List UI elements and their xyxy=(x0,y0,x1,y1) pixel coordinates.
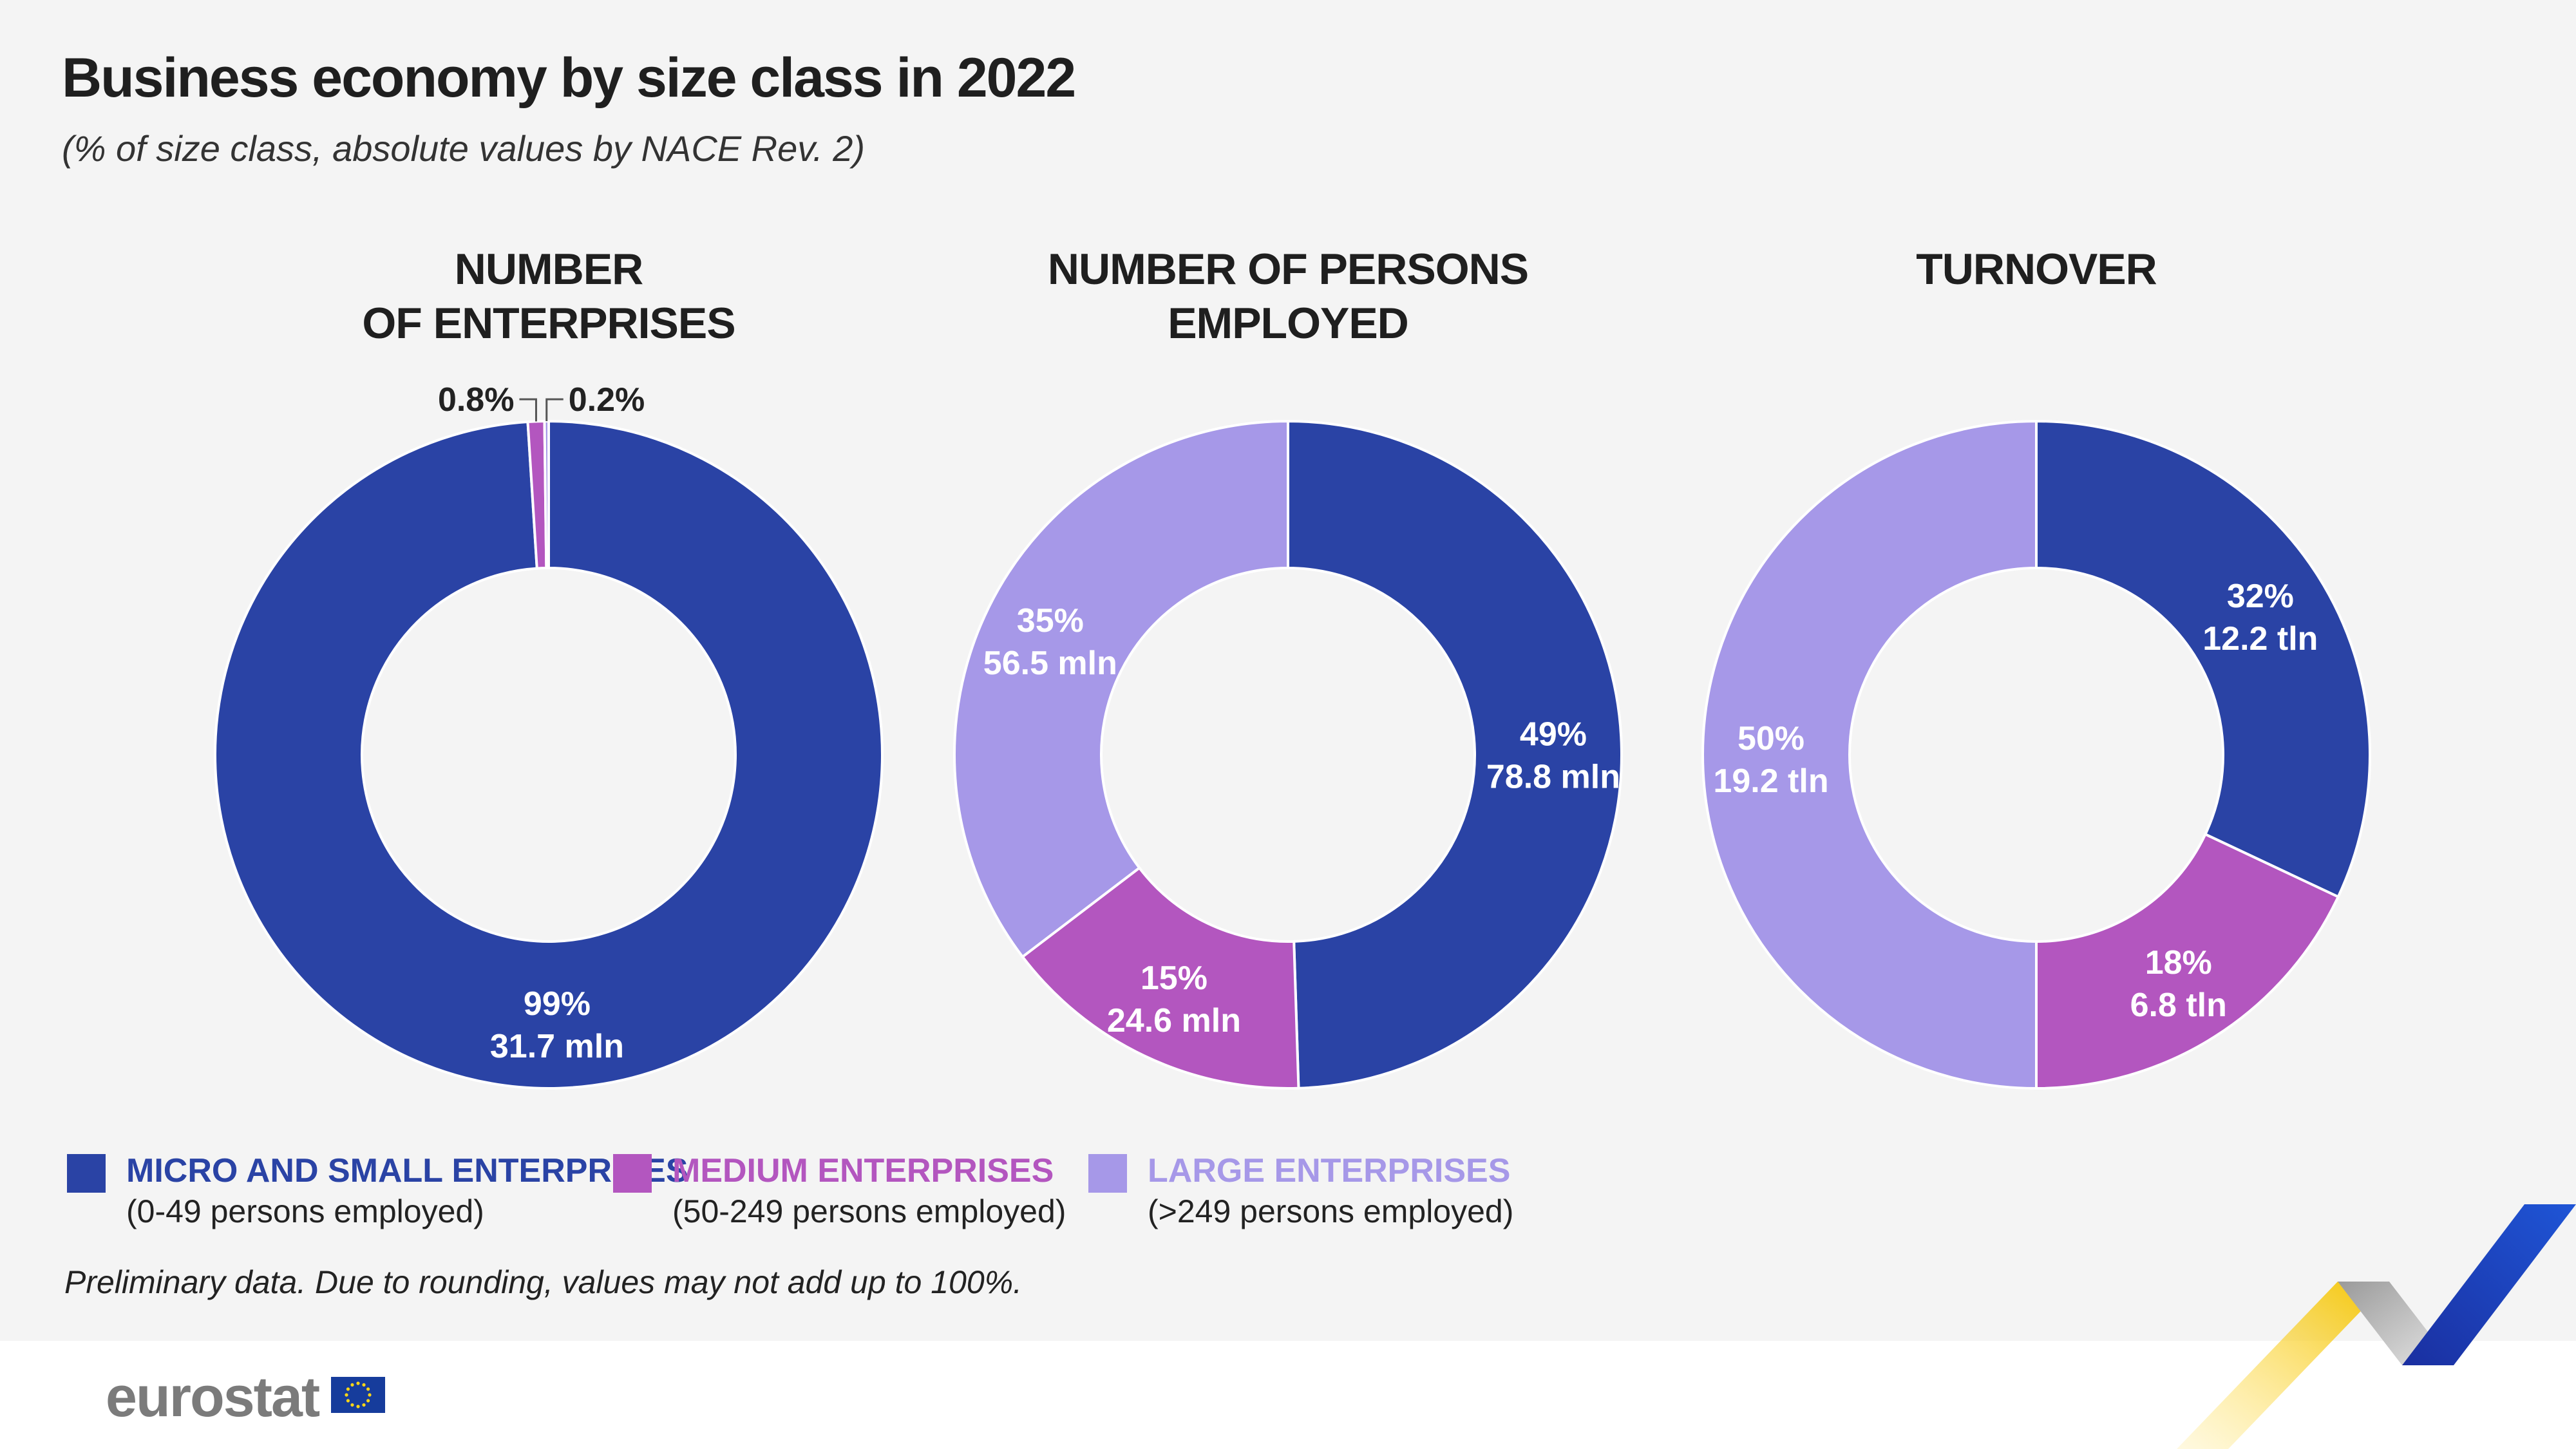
donut-slice-3-micro-small xyxy=(2035,419,2371,899)
legend-sub-large: (>249 persons employed) xyxy=(1148,1193,1514,1229)
eurostat-chevron-icon xyxy=(2177,1204,2576,1449)
legend-sub-micro-small: (0-49 persons employed) xyxy=(126,1193,484,1229)
callout-line-1-large xyxy=(545,398,564,422)
legend-label-large: LARGE ENTERPRISES xyxy=(1148,1152,1511,1189)
donut-slice-3-medium xyxy=(2035,832,2340,1090)
legend-label-medium: MEDIUM ENTERPRISES xyxy=(672,1152,1054,1189)
legend-sub-medium: (50-249 persons employed) xyxy=(672,1193,1066,1229)
chart-title-persons-employed: NUMBER OF PERSONS EMPLOYED xyxy=(1047,245,1529,348)
donut-slice-2-micro-small xyxy=(1287,419,1624,1090)
data-label-pct-1-micro-small: 99% xyxy=(524,985,591,1023)
data-label-abs-3-large: 19.2 tln xyxy=(1713,762,1828,800)
data-label-pct-3-medium: 18% xyxy=(2145,944,2212,981)
eurostat-logo: eurostat xyxy=(106,1365,320,1428)
data-label-abs-3-micro-small: 12.2 tln xyxy=(2202,620,2318,658)
donut-slice-2-medium xyxy=(1020,866,1300,1090)
legend-swatch-medium xyxy=(613,1154,652,1193)
footer-bar xyxy=(0,1341,2576,1449)
page-subtitle: (% of size class, absolute values by NAC… xyxy=(62,128,866,169)
legend-label-micro-small: MICRO AND SMALL ENTERPRISES xyxy=(126,1152,688,1189)
data-label-abs-3-medium: 6.8 tln xyxy=(2130,987,2227,1024)
data-label-abs-2-micro-small: 78.8 mln xyxy=(1486,758,1620,795)
data-label-pct-2-medium: 15% xyxy=(1141,960,1208,997)
data-label-pct-3-micro-small: 32% xyxy=(2227,578,2294,615)
page-title: Business economy by size class in 2022 xyxy=(62,47,1076,109)
legend-swatch-micro-small xyxy=(67,1154,106,1193)
data-label-pct-1-medium: 0.8% xyxy=(438,381,515,419)
callout-line-1-medium xyxy=(519,398,537,422)
chart-title-enterprises: NUMBER OF ENTERPRISES xyxy=(362,245,735,348)
donut-slice-3-large xyxy=(1701,419,2038,1090)
data-label-pct-2-micro-small: 49% xyxy=(1520,715,1587,753)
legend-swatch-large xyxy=(1088,1154,1127,1193)
data-label-abs-2-large: 56.5 mln xyxy=(983,645,1117,682)
data-label-pct-1-large: 0.2% xyxy=(569,381,645,419)
data-label-abs-2-medium: 24.6 mln xyxy=(1107,1002,1241,1039)
donut-slice-1-micro-small xyxy=(214,419,884,1090)
donut-slice-2-large xyxy=(953,419,1289,959)
data-label-abs-1-micro-small: 31.7 mln xyxy=(490,1028,624,1065)
eu-flag-icon xyxy=(331,1377,385,1413)
chart-title-turnover: TURNOVER xyxy=(1916,245,2157,294)
donut-slice-1-large xyxy=(543,419,550,570)
data-label-pct-2-large: 35% xyxy=(1017,602,1084,639)
data-label-pct-3-large: 50% xyxy=(1738,720,1804,757)
footnote: Preliminary data. Due to rounding, value… xyxy=(64,1264,1022,1300)
